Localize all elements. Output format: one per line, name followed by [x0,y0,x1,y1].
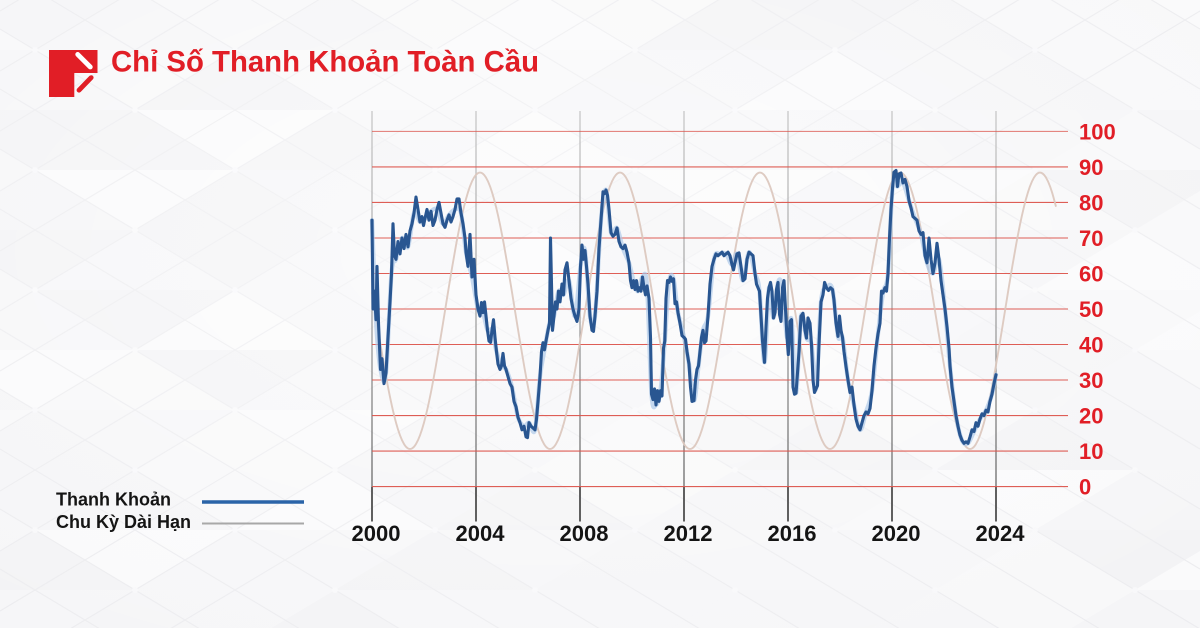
svg-text:2000: 2000 [352,521,401,546]
svg-text:40: 40 [1079,333,1103,358]
svg-text:2024: 2024 [976,521,1026,546]
svg-text:0: 0 [1079,475,1091,500]
svg-text:10: 10 [1079,439,1103,464]
svg-text:2020: 2020 [872,521,921,546]
svg-text:2008: 2008 [560,521,609,546]
svg-text:Chu Kỳ Dài Hạn: Chu Kỳ Dài Hạn [56,512,191,532]
svg-text:70: 70 [1079,226,1103,251]
svg-text:80: 80 [1079,190,1103,215]
svg-text:Thanh Khoản: Thanh Khoản [56,490,171,510]
svg-text:Chỉ Số Thanh Khoản Toàn Cầu: Chỉ Số Thanh Khoản Toàn Cầu [111,46,539,79]
svg-text:2016: 2016 [768,521,817,546]
svg-text:100: 100 [1079,119,1116,144]
svg-text:50: 50 [1079,297,1103,322]
svg-text:20: 20 [1079,404,1103,429]
svg-text:90: 90 [1079,155,1103,180]
svg-text:30: 30 [1079,368,1103,393]
svg-text:60: 60 [1079,262,1103,287]
svg-text:2012: 2012 [664,521,713,546]
svg-text:2004: 2004 [456,521,506,546]
